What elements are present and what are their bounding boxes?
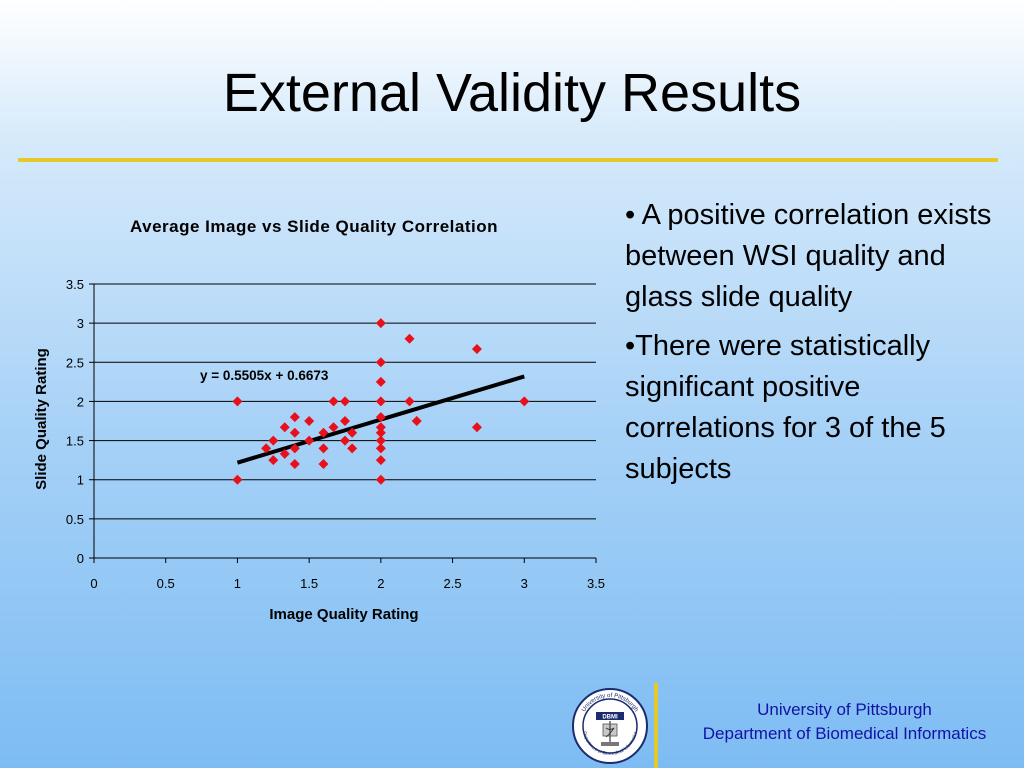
data-points [232,318,530,485]
chart-title: Average Image vs Slide Quality Correlati… [130,217,498,236]
footer-university: University of Pittsburgh [757,700,932,719]
data-point [304,416,315,426]
trendline-equation: y = 0.5505x + 0.6673 [200,368,329,383]
data-point [340,416,350,426]
y-tick-label: 3.5 [66,277,84,292]
data-point [375,412,386,423]
data-point [375,422,386,433]
y-tick-label: 3 [77,316,84,331]
footer-divider [654,683,658,768]
bullet-list: • A positive correlation exists between … [625,195,1010,498]
footer: University of Pittsburgh Department of B… [672,698,1017,746]
x-tick-label: 0.5 [157,576,175,591]
university-seal-icon: University of Pittsburgh Department of B… [572,688,648,764]
x-tick-labels: 0 0.5 1 1.5 2 2.5 3 3.5 [90,576,605,591]
data-point [411,416,422,426]
seal-abbrev: DBMI [602,715,618,721]
y-tick-labels: 0 0.5 1 1.5 2 2.5 3 3.5 [66,277,84,566]
data-point [375,376,386,387]
data-point [404,396,415,407]
data-point [232,474,243,485]
title-divider [18,158,998,162]
y-tick-label: 0.5 [66,512,84,527]
data-point [375,443,386,454]
axes [89,283,597,563]
data-point [289,412,300,423]
x-axis-label: Image Quality Rating [269,606,418,623]
x-tick-label: 3.5 [587,576,605,591]
y-tick-label: 2.5 [66,355,84,370]
data-point [328,422,339,433]
data-point [347,427,358,438]
scatter-chart: Average Image vs Slide Quality Correlati… [33,217,605,623]
data-point [471,343,482,354]
data-point [340,396,350,407]
x-tick-label: 1.5 [300,576,318,591]
data-point [279,448,290,459]
data-point [318,427,329,438]
data-point [232,396,243,407]
x-tick-label: 0 [90,576,97,591]
data-point [268,435,279,446]
data-point [404,333,415,344]
data-point [347,443,358,454]
footer-department: Department of Biomedical Informatics [702,724,987,743]
data-point [318,443,329,454]
y-tick-label: 2 [77,394,84,409]
x-tick-label: 1 [234,576,241,591]
data-point [289,443,300,454]
x-tick-label: 2.5 [444,576,462,591]
data-point [375,427,386,438]
y-tick-label: 1.5 [66,434,84,449]
data-point [268,455,279,466]
data-point [375,474,386,485]
y-tick-label: 1 [77,473,84,488]
data-point [340,435,350,446]
data-point [261,443,272,454]
data-point [375,455,386,466]
data-point [375,396,386,407]
data-point [279,422,290,433]
data-point [375,318,386,329]
bullet-item: • A positive correlation exists between … [625,199,992,313]
slide-title: External Validity Results [222,63,802,123]
bullet-item: •There were statistically significant po… [625,330,946,485]
y-axis-label: Slide Quality Rating [33,348,50,490]
data-point [471,422,482,433]
x-tick-label: 3 [521,576,528,591]
data-point [289,459,300,470]
data-point [328,396,339,407]
data-point [375,435,386,446]
data-point [519,396,530,407]
data-point [318,459,329,470]
data-point [304,435,315,446]
data-point [289,427,300,438]
x-tick-label: 2 [377,576,384,591]
data-point [375,357,386,368]
y-tick-label: 0 [77,551,84,566]
